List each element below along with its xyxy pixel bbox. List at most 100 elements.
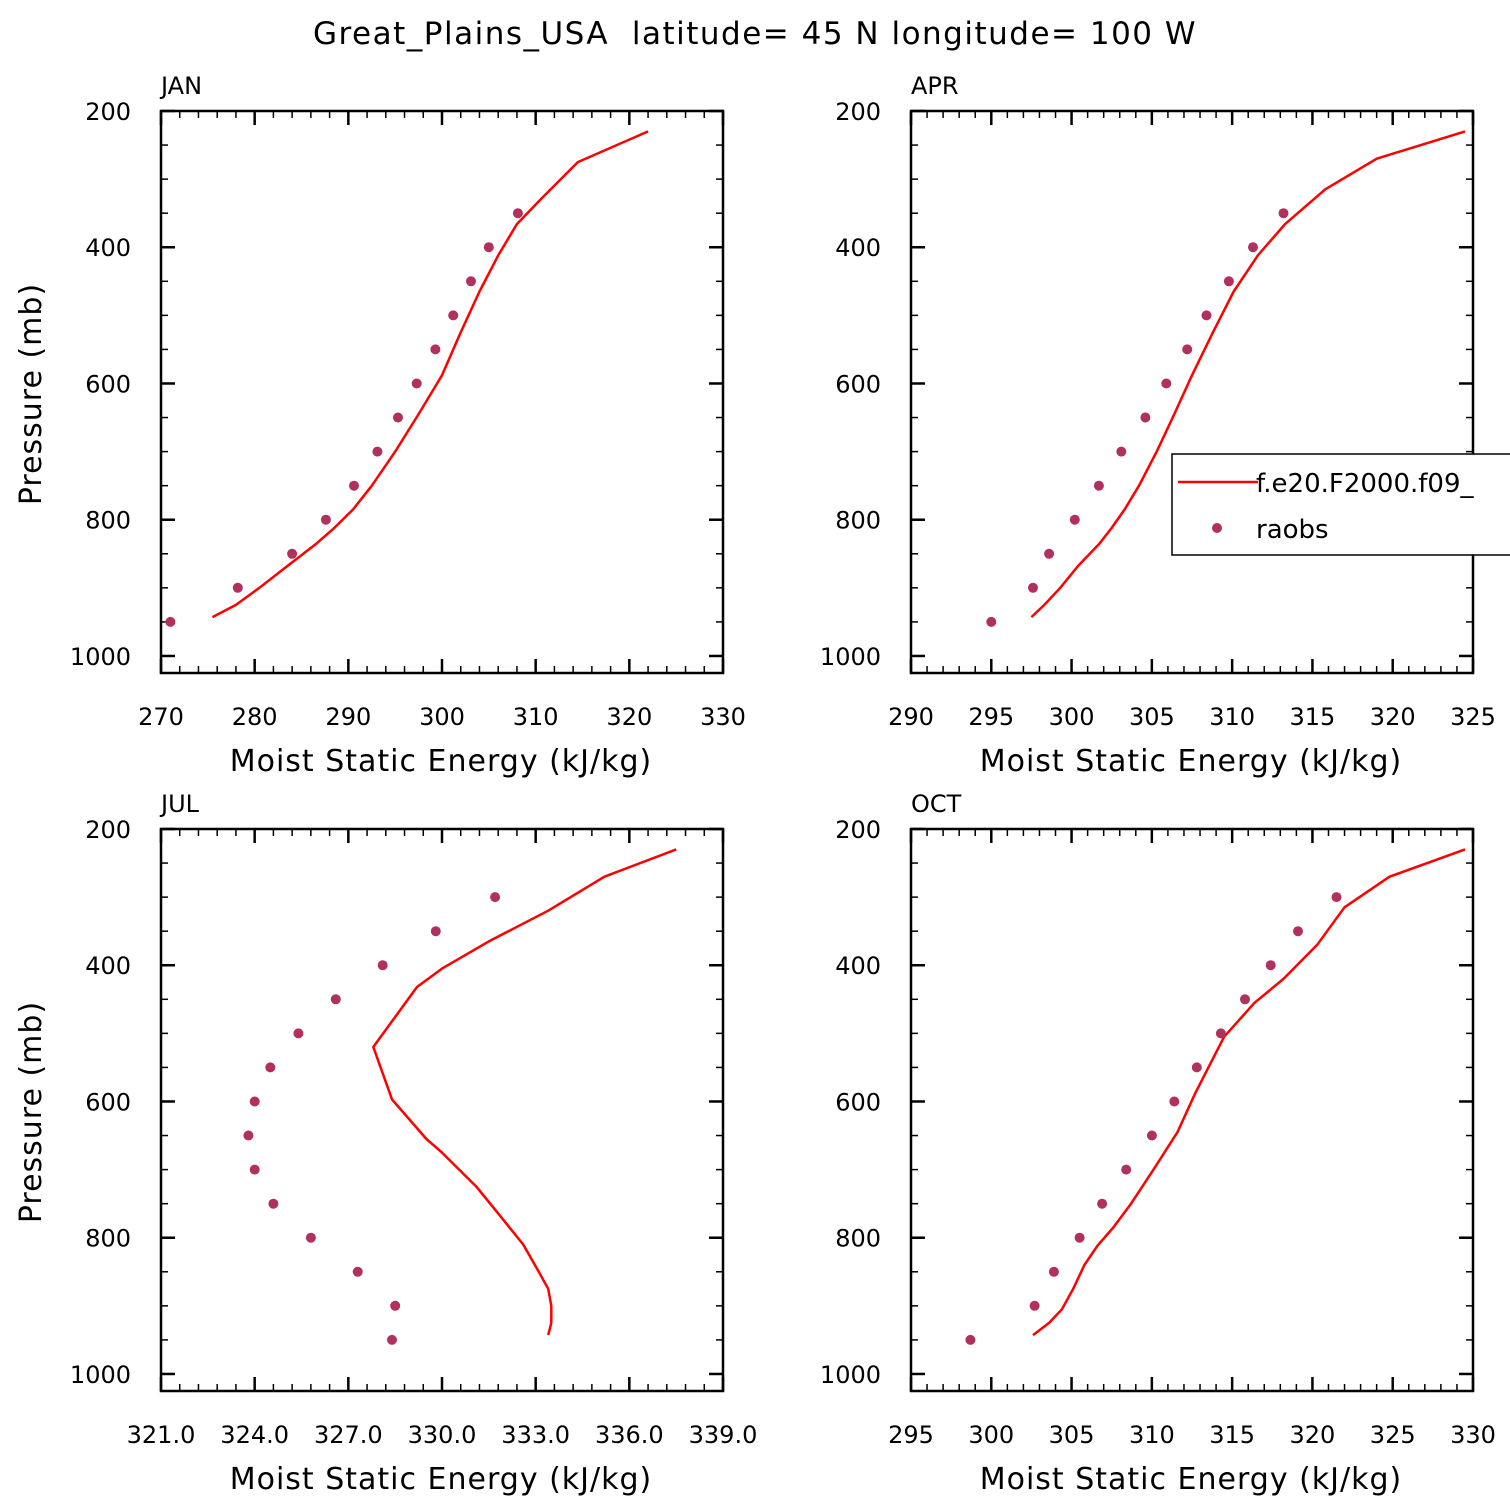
panel-label: JUL (159, 790, 200, 818)
panel-apr: 290 295 300 305 310 315 320 325 200 400 600 800 1000… (820, 72, 1496, 779)
figure-title: Great_Plains_USA latitude= 45 N longitud… (313, 16, 1197, 52)
y-axis-label: Pressure (mb) (14, 283, 49, 505)
raobs-point (1116, 446, 1127, 457)
raobs-point (1182, 344, 1193, 355)
panel-label: JAN (159, 72, 202, 100)
raobs-point (1215, 1028, 1226, 1039)
x-tick-label: 325 (1450, 703, 1496, 731)
x-tick-label: 280 (232, 703, 278, 731)
raobs-point (265, 1062, 276, 1073)
raobs-point (430, 926, 441, 937)
y-tick-label: 400 (835, 234, 881, 262)
x-tick-label: 305 (1129, 703, 1175, 731)
y-tick-label: 800 (835, 1225, 881, 1253)
raobs-point (1044, 548, 1055, 559)
raobs-point (448, 310, 459, 321)
x-tick-label: 320 (1370, 703, 1416, 731)
panel-oct: 295 300 305 310 315 320 325 330 200 400 600 800 1000… (820, 790, 1496, 1497)
y-tick-label: 200 (835, 98, 881, 126)
y-tick-label: 200 (85, 816, 131, 844)
x-tick-label: 290 (325, 703, 371, 731)
raobs-point (1029, 1300, 1040, 1311)
y-tick-label: 600 (85, 1088, 131, 1116)
x-tick-label: 330.0 (408, 1421, 477, 1449)
raobs-point (1240, 994, 1250, 1005)
raobs-point (1074, 1232, 1085, 1243)
y-tick-label: 600 (835, 1088, 881, 1116)
y-tick-label: 1000 (820, 643, 881, 671)
raobs-point (372, 446, 383, 457)
x-tick-label: 324.0 (220, 1421, 289, 1449)
raobs-point (1146, 1130, 1157, 1141)
plot-frame (909, 109, 1475, 675)
model-series-line (1030, 130, 1466, 619)
raobs-point (1331, 892, 1342, 903)
x-tick-label: 300 (1049, 703, 1095, 731)
x-tick-label: 290 (888, 703, 934, 731)
panel-label: APR (911, 72, 959, 100)
x-tick-label: 310 (1209, 703, 1255, 731)
x-tick-label: 310 (1129, 1421, 1175, 1449)
x-tick-label: 336.0 (595, 1421, 664, 1449)
raobs-point (1201, 310, 1212, 321)
x-tick-label: 325 (1370, 1421, 1416, 1449)
x-tick-label: 330 (700, 703, 746, 731)
x-tick-label: 315 (1209, 1421, 1255, 1449)
panel-label: OCT (911, 790, 962, 818)
x-tick-label: 300 (968, 1421, 1014, 1449)
x-tick-label: 320 (606, 703, 652, 731)
raobs-point (293, 1028, 304, 1039)
panel-jan: 270 280 290 300 310 320 330 200 400 600 800 1000 JAN… (14, 72, 746, 779)
raobs-point (1223, 276, 1234, 287)
x-tick-label: 320 (1290, 1421, 1336, 1449)
raobs-point (1265, 960, 1276, 971)
model-series-line (372, 848, 677, 1336)
raobs-point (1069, 514, 1080, 525)
raobs-point (1048, 1266, 1059, 1277)
raobs-point (320, 514, 331, 525)
y-tick-label: 800 (835, 507, 881, 535)
raobs-point (349, 480, 359, 491)
x-tick-label: 295 (968, 703, 1014, 731)
raobs-point (965, 1334, 976, 1345)
raobs-point (393, 412, 403, 423)
x-tick-label: 295 (888, 1421, 934, 1449)
raobs-point (466, 276, 476, 287)
y-tick-label: 200 (85, 98, 131, 126)
y-tick-label: 800 (85, 1225, 131, 1253)
y-tick-label: 1000 (70, 643, 131, 671)
x-tick-label: 305 (1049, 1421, 1095, 1449)
raobs-point (232, 582, 243, 593)
raobs-point (1169, 1096, 1180, 1107)
raobs-point (1093, 480, 1104, 491)
legend-model-label: f.e20.F2000.f09_ (1256, 469, 1474, 499)
y-tick-label: 200 (835, 816, 881, 844)
raobs-point (287, 548, 298, 559)
legend-box (1171, 453, 1510, 556)
plot-frame (909, 827, 1475, 1393)
raobs-point (390, 1300, 401, 1311)
x-axis-label: Moist Static Energy (kJ/kg) (980, 744, 1403, 779)
x-tick-label: 330 (1450, 1421, 1496, 1449)
raobs-point (268, 1198, 279, 1209)
y-tick-label: 800 (85, 507, 131, 535)
raobs-point (483, 242, 494, 253)
raobs-point (352, 1266, 363, 1277)
raobs-point (330, 994, 341, 1005)
raobs-point (1248, 242, 1258, 253)
raobs-point (490, 892, 501, 903)
raobs-point (1191, 1062, 1202, 1073)
y-axis-label: Pressure (mb) (14, 1001, 49, 1223)
x-tick-label: 321.0 (127, 1421, 196, 1449)
raobs-point (1161, 378, 1172, 389)
x-tick-label: 270 (138, 703, 184, 731)
x-axis-label: Moist Static Energy (kJ/kg) (230, 744, 653, 779)
x-tick-label: 327.0 (314, 1421, 383, 1449)
raobs-point (411, 378, 422, 389)
y-tick-label: 400 (85, 234, 131, 262)
raobs-point (387, 1334, 397, 1345)
x-tick-label: 300 (419, 703, 465, 731)
legend: f.e20.F2000.f09_ raobs (1171, 453, 1510, 556)
